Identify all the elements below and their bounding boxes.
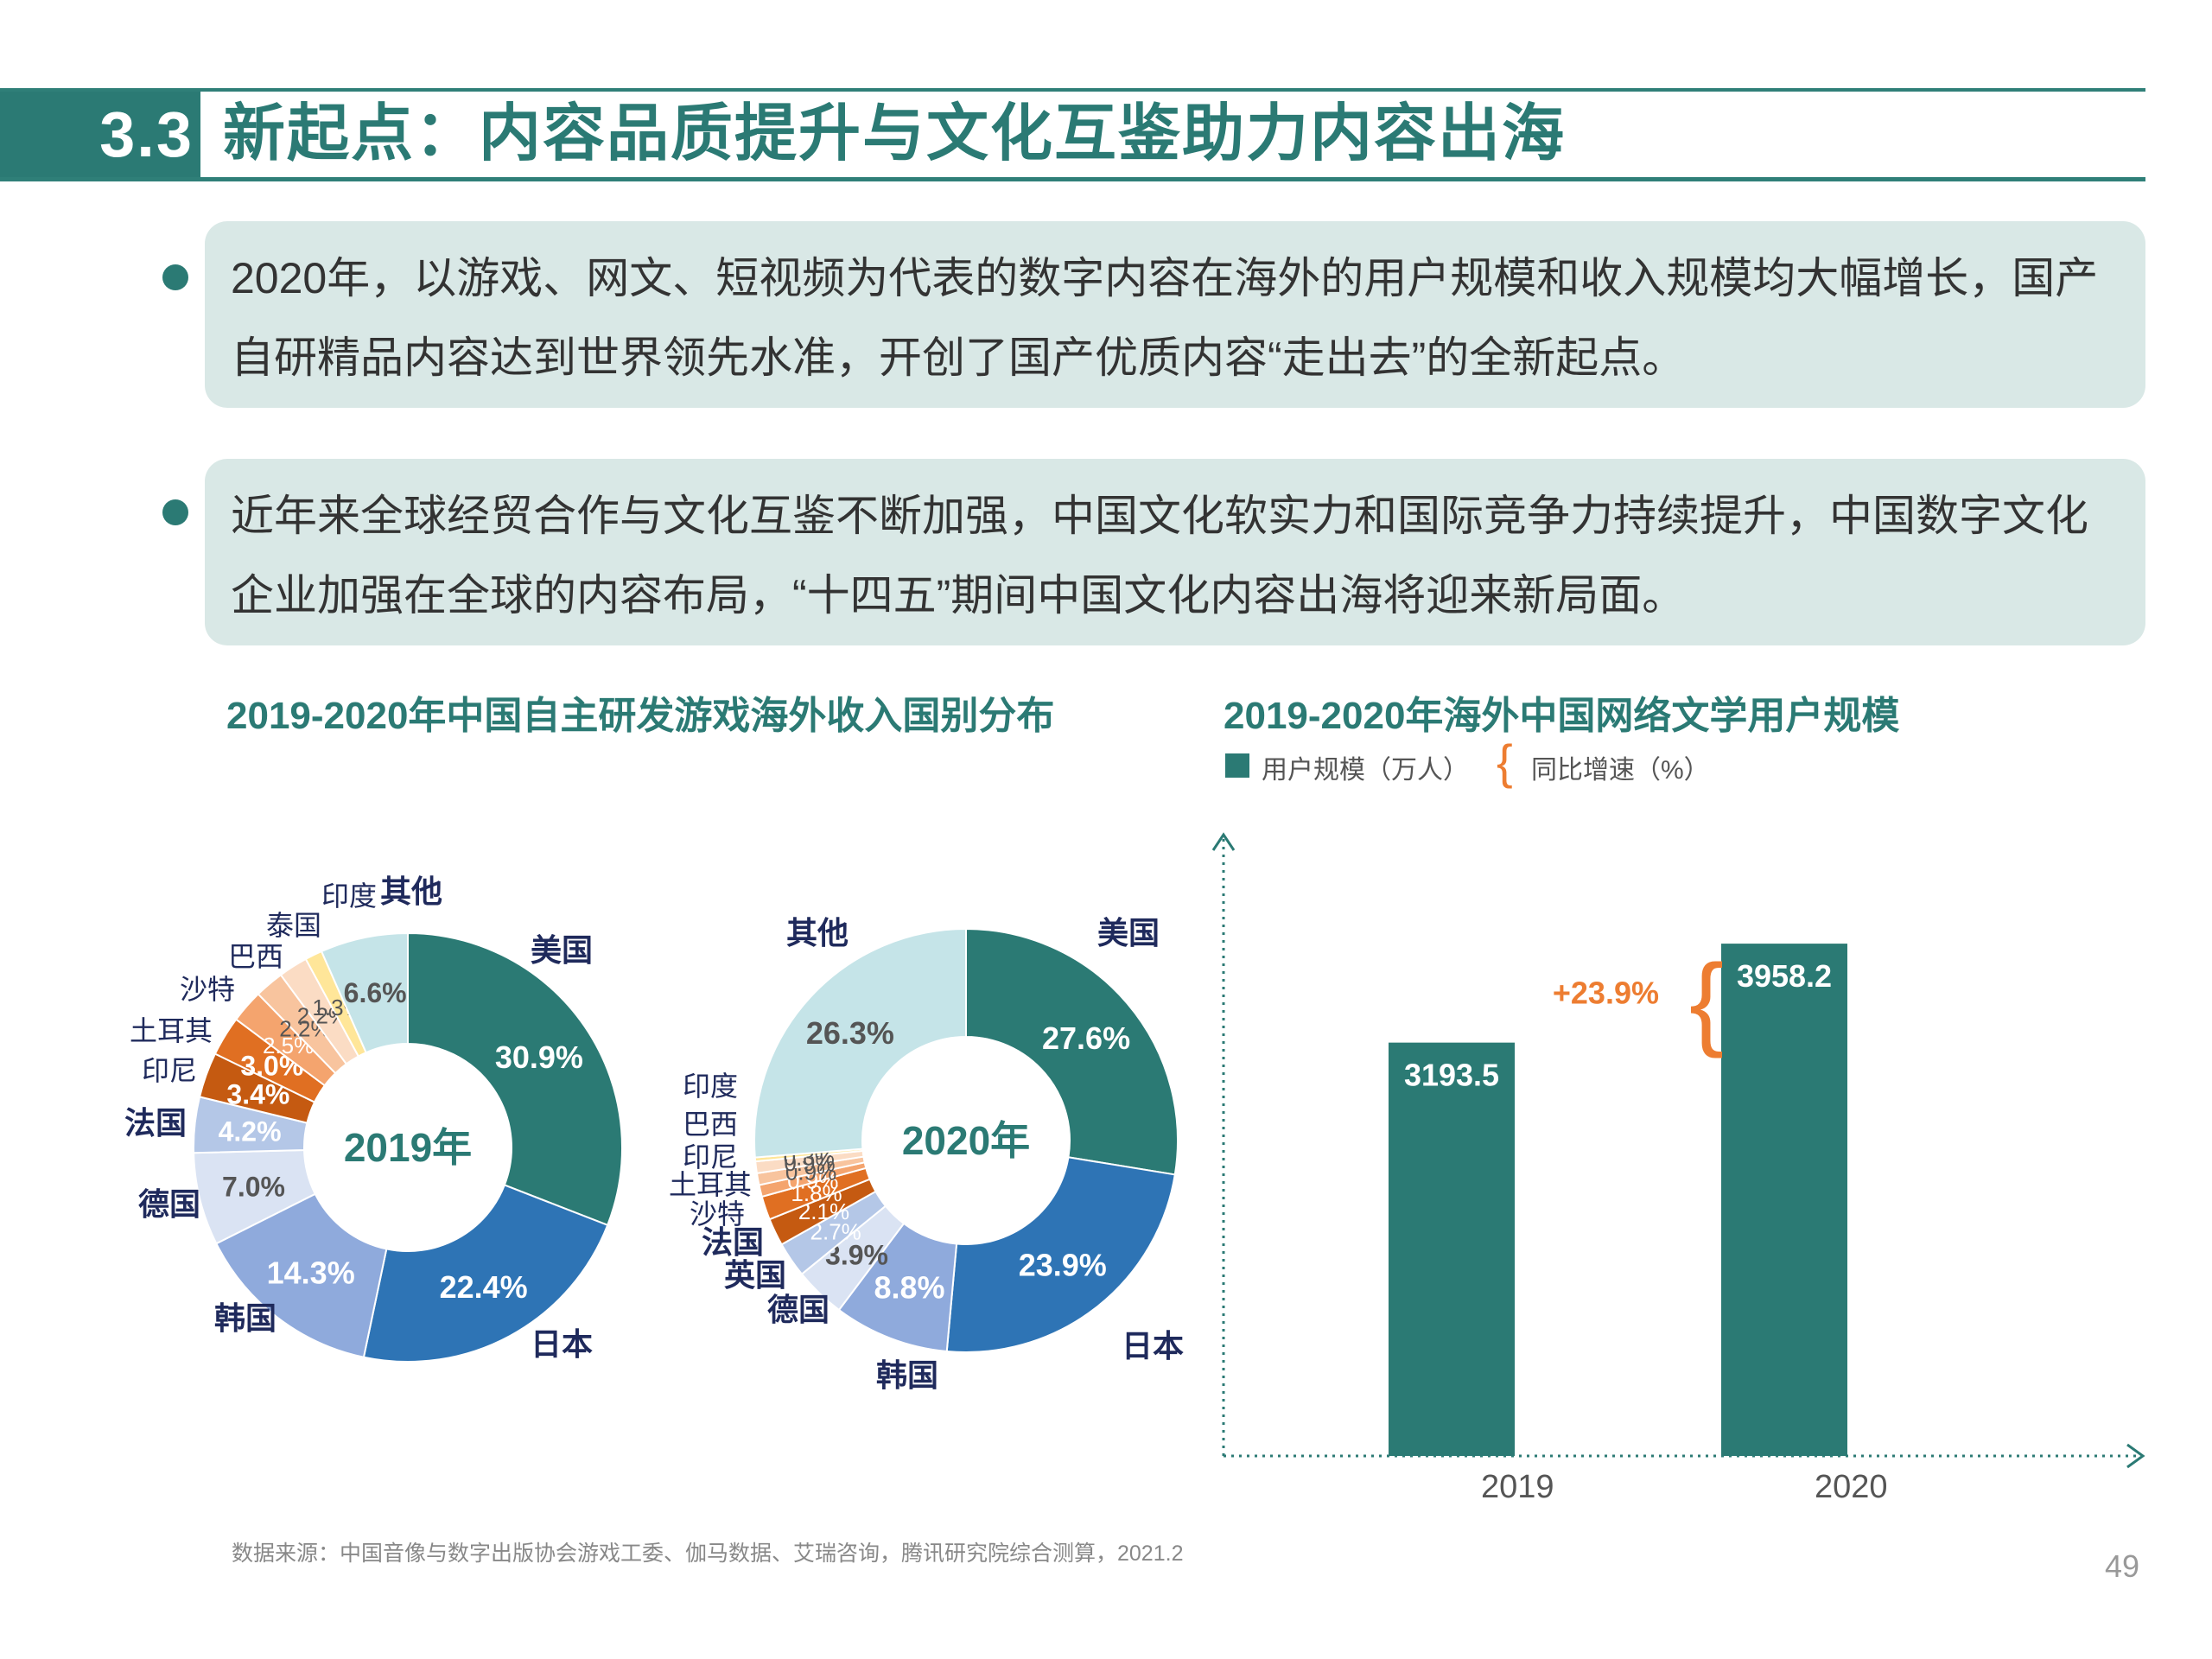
donut2-slice-11 (753, 927, 967, 1159)
bar-2019 (1389, 1042, 1515, 1456)
donut1-category-label-0: 美国 (531, 932, 593, 968)
donut1-category-label-9: 泰国 (266, 910, 321, 941)
bullet-1-line-2: 自研精品内容达到世界领先水准，开创了国产优质内容“走出去”的全新起点。 (231, 334, 1686, 382)
donut2-data-label-2: 8.8% (874, 1269, 944, 1305)
header-rule-bottom (0, 177, 2145, 181)
donut1-category-label-4: 法国 (124, 1105, 187, 1141)
bar-chart: 3193.5 3958.2 { +23.9% (1211, 832, 2145, 1469)
donut1-data-label-3: 7.0% (222, 1172, 285, 1203)
header-rule-top (0, 88, 2145, 92)
bullet-box-1: 2020年，以游戏、网文、短视频为代表的数字内容在海外的用户规模和收入规模均大幅… (205, 221, 2145, 408)
growth-brace-icon: { (1689, 943, 1724, 1058)
right-chart-title: 2019-2020年海外中国网络文学用户规模 (1224, 695, 1900, 737)
donut1-category-label-5: 印尼 (142, 1055, 197, 1086)
bullet-dot-2 (162, 499, 188, 525)
bullet-dot-1 (162, 264, 188, 290)
growth-label: +23.9% (1553, 975, 1659, 1010)
y-axis (1211, 832, 1236, 1456)
donut1-slice-11 (320, 931, 409, 1054)
donut2-category-label-11: 其他 (786, 915, 849, 950)
donut1-data-label-1: 22.4% (440, 1269, 528, 1305)
donut2-category-label-2: 韩国 (876, 1357, 938, 1393)
donut2-category-label-10: 印度 (683, 1071, 738, 1102)
x-tick-2019: 2019 (1481, 1469, 1554, 1505)
left-chart-title: 2019-2020年中国自主研发游戏海外收入国别分布 (226, 695, 1055, 737)
donut1-category-label-3: 德国 (138, 1186, 200, 1222)
donut1-category-label-1: 日本 (531, 1326, 593, 1362)
donut1-data-label-4: 4.2% (219, 1116, 282, 1147)
donut1-data-label-11: 6.6% (344, 977, 407, 1008)
x-tick-2020: 2020 (1815, 1469, 1888, 1505)
donut1-category-label-2: 韩国 (214, 1300, 276, 1336)
donut2-category-label-7: 土耳其 (669, 1169, 752, 1200)
legend-label-growth: 同比增速（%） (1531, 756, 1710, 785)
bar-value-label-2019: 3193.5 (1404, 1058, 1499, 1093)
bar-value-label-2020: 3958.2 (1737, 958, 1832, 994)
legend-brace-icon: { (1497, 734, 1513, 789)
donut1-slice-2 (214, 1192, 388, 1358)
donut2-data-label-11: 26.3% (806, 1015, 894, 1051)
donut2-category-label-5: 法国 (702, 1224, 764, 1260)
source-footnote: 数据来源：中国音像与数字出版协会游戏工委、伽马数据、艾瑞咨询，腾讯研究院综合测算… (232, 1541, 1184, 1566)
donut2-data-label-0: 27.6% (1042, 1020, 1130, 1056)
page-number: 49 (2105, 1548, 2140, 1584)
bullet-2-line-2: 企业加强在全球的内容布局，“十四五”期间中国文化内容出海将迎来新局面。 (231, 571, 1686, 620)
donut1-data-label-2: 14.3% (267, 1255, 355, 1291)
bullet-2-line-1: 近年来全球经贸合作与文化互鉴不断加强，中国文化软实力和国际竞争力持续提升，中国数… (231, 492, 2088, 540)
donut2-category-label-8: 印尼 (683, 1141, 738, 1173)
donut2-category-label-1: 日本 (1122, 1328, 1184, 1363)
donut2-center-label: 2020年 (902, 1118, 1030, 1163)
donut1-category-label-6: 土耳其 (130, 1015, 213, 1046)
donut2-category-label-9: 巴西 (683, 1109, 738, 1140)
donut2-category-label-3: 德国 (767, 1292, 830, 1327)
bullet-1-line-1: 2020年，以游戏、网文、短视频为代表的数字内容在海外的用户规模和收入规模均大幅… (231, 254, 2099, 302)
donut2-category-label-6: 沙特 (690, 1198, 745, 1230)
legend-swatch-users (1225, 753, 1249, 778)
donut2-slice-1 (945, 1156, 1176, 1353)
donut1-category-label-7: 沙特 (180, 974, 235, 1005)
donut1-category-label-10: 印度 (321, 880, 377, 912)
donut2-data-label-1: 23.9% (1019, 1247, 1107, 1282)
page-title: 新起点：内容品质提升与文化互鉴助力内容出海 (223, 99, 1567, 168)
donut2-category-label-0: 美国 (1097, 915, 1160, 950)
donut1-slice-0 (407, 931, 623, 1227)
bar-2020 (1721, 944, 1847, 1456)
donut2-slice-0 (965, 927, 1179, 1176)
donut-charts: 30.9%22.4%14.3%7.0%4.2%3.4%3.0%2.5%2.2%2… (124, 874, 1184, 1393)
donut1-center-label: 2019年 (344, 1125, 472, 1170)
legend-label-users: 用户规模（万人） (1262, 756, 1469, 785)
x-axis (1224, 1443, 2145, 1469)
bullet-box-2: 近年来全球经贸合作与文化互鉴不断加强，中国文化软实力和国际竞争力持续提升，中国数… (205, 459, 2145, 645)
donut1-data-label-0: 30.9% (495, 1039, 583, 1075)
donut1-category-label-8: 巴西 (228, 941, 283, 972)
donut2-category-label-4: 英国 (724, 1257, 786, 1293)
section-number: 3.3 (0, 92, 200, 177)
donut1-slice-1 (362, 1184, 609, 1363)
donut1-category-label-11: 其他 (380, 874, 442, 909)
